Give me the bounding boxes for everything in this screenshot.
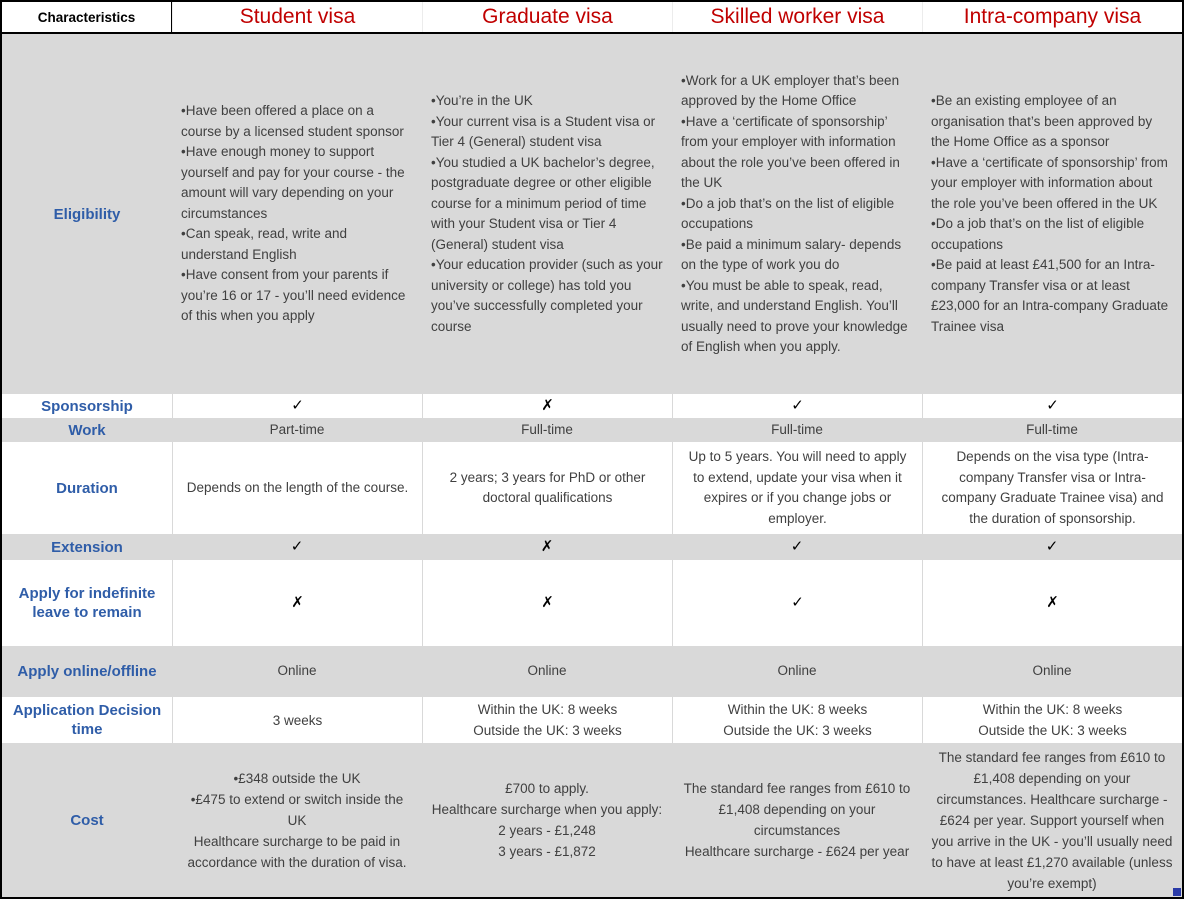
- cell-decision-time-student-visa: 3 weeks: [172, 697, 422, 743]
- cell-duration-skilled-worker-visa: Up to 5 years. You will need to apply to…: [672, 442, 922, 534]
- column-header-graduate-visa: Graduate visa: [422, 2, 672, 32]
- row-label-eligibility: Eligibility: [53, 205, 121, 223]
- row-label-cost: Cost: [70, 811, 104, 829]
- row-duration: Duration Depends on the length of the co…: [2, 442, 1182, 534]
- cell-ilr-intra-company-visa: ✗: [922, 560, 1182, 646]
- column-header-intra-company-visa: Intra-company visa: [922, 2, 1182, 32]
- cell-eligibility-skilled-worker-visa: •Work for a UK employer that’s been appr…: [681, 72, 908, 355]
- cell-decision-time-intra-company-visa: Within the UK: 8 weeks Outside the UK: 3 …: [922, 697, 1182, 743]
- cell-extension-intra-company-visa: ✓: [1045, 537, 1059, 555]
- row-eligibility: Eligibility •Have been offered a place o…: [2, 34, 1182, 394]
- cell-work-student-visa: Part-time: [269, 421, 325, 437]
- row-work: Work Part-time Full-time Full-time Full-…: [2, 418, 1182, 442]
- cell-decision-time-skilled-worker-visa: Within the UK: 8 weeks Outside the UK: 3 …: [672, 697, 922, 743]
- cell-eligibility-student-visa: •Have been offered a place on a course b…: [181, 103, 406, 324]
- cell-sponsorship-intra-company-visa: ✓: [922, 394, 1182, 418]
- row-label-extension: Extension: [51, 538, 123, 556]
- cell-apply-online-student-visa: Online: [277, 663, 317, 679]
- cell-sponsorship-graduate-visa: ✗: [422, 394, 672, 418]
- cell-eligibility-graduate-visa: •You’re in the UK •Your current visa is a…: [431, 93, 663, 334]
- cell-duration-graduate-visa: 2 years; 3 years for PhD or other doctor…: [422, 442, 672, 534]
- cell-ilr-skilled-worker-visa: ✓: [672, 560, 922, 646]
- cell-extension-skilled-worker-visa: ✓: [790, 537, 804, 555]
- row-apply-online-offline: Apply online/offline Online Online Onlin…: [2, 646, 1182, 697]
- cell-apply-online-graduate-visa: Online: [527, 663, 567, 679]
- row-sponsorship: Sponsorship ✓ ✗ ✓ ✓: [2, 394, 1182, 418]
- cell-apply-online-skilled-worker-visa: Online: [777, 663, 817, 679]
- cell-sponsorship-skilled-worker-visa: ✓: [672, 394, 922, 418]
- cell-work-intra-company-visa: Full-time: [1026, 421, 1078, 437]
- row-extension: Extension ✓ ✗ ✓ ✓: [2, 534, 1182, 560]
- cell-duration-student-visa: Depends on the length of the course.: [172, 442, 422, 534]
- selection-drag-handle[interactable]: [1173, 888, 1181, 896]
- row-cost: Cost •£348 outside the UK •£475 to extend…: [2, 743, 1182, 897]
- row-label-sponsorship: Sponsorship: [41, 397, 133, 415]
- column-header-skilled-worker-visa: Skilled worker visa: [672, 2, 922, 32]
- cell-eligibility-intra-company-visa: •Be an existing employee of an organisat…: [931, 93, 1169, 334]
- cell-work-graduate-visa: Full-time: [521, 421, 573, 437]
- cell-cost-intra-company-visa: The standard fee ranges from £610 to £1,…: [931, 749, 1173, 891]
- row-label-application-decision-time: Application Decision time: [12, 702, 162, 738]
- column-header-student-visa: Student visa: [172, 2, 422, 32]
- row-label-duration: Duration: [56, 479, 118, 497]
- cell-cost-graduate-visa: £700 to apply. Healthcare surcharge when …: [431, 781, 663, 859]
- row-label-apply-online-offline: Apply online/offline: [17, 663, 157, 680]
- cell-duration-intra-company-visa: Depends on the visa type (Intra-company …: [922, 442, 1182, 534]
- cell-ilr-graduate-visa: ✗: [422, 560, 672, 646]
- cell-cost-skilled-worker-visa: The standard fee ranges from £610 to £1,…: [683, 781, 911, 859]
- row-application-decision-time: Application Decision time 3 weeks Within…: [2, 697, 1182, 743]
- cell-extension-student-visa: ✓: [290, 537, 304, 555]
- cell-ilr-student-visa: ✗: [172, 560, 422, 646]
- cell-apply-online-intra-company-visa: Online: [1032, 663, 1072, 679]
- row-indefinite-leave-to-remain: Apply for indefinite leave to remain ✗ ✗…: [2, 560, 1182, 646]
- row-label-work: Work: [68, 421, 106, 439]
- cell-sponsorship-student-visa: ✓: [172, 394, 422, 418]
- cell-cost-student-visa: •£348 outside the UK •£475 to extend or s…: [187, 770, 407, 870]
- cell-work-skilled-worker-visa: Full-time: [771, 421, 823, 437]
- characteristics-header: Characteristics: [2, 2, 172, 32]
- cell-extension-graduate-visa: ✗: [540, 537, 554, 555]
- row-label-indefinite-leave-to-remain: Apply for indefinite leave to remain: [18, 585, 156, 621]
- cell-decision-time-graduate-visa: Within the UK: 8 weeks Outside the UK: 3 …: [422, 697, 672, 743]
- header-row: Characteristics Student visa Graduate vi…: [2, 2, 1182, 34]
